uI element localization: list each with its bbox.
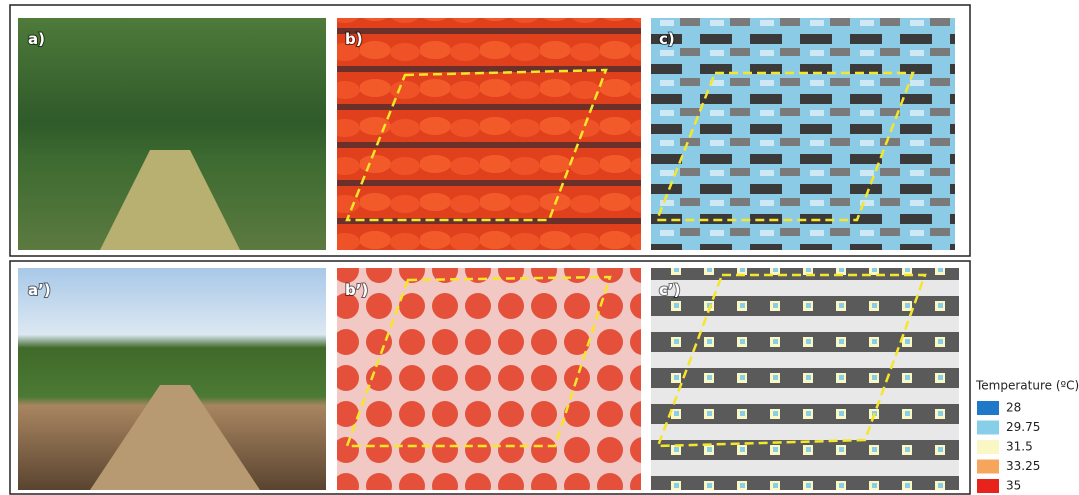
path xyxy=(90,385,260,490)
legend-swatch xyxy=(977,479,999,493)
legend-swatch xyxy=(977,440,999,454)
legend-swatch xyxy=(977,420,999,435)
top-frame xyxy=(9,4,971,257)
legend-label: 33.25 xyxy=(1006,459,1040,473)
legend: 28 29.75 31.5 33.25 35 xyxy=(977,401,1040,493)
legend-swatch xyxy=(977,459,999,474)
image-rgb xyxy=(337,268,641,490)
legend-title: Temperature (ºC) xyxy=(975,379,1079,393)
path xyxy=(100,150,240,250)
image-thermal xyxy=(651,268,959,490)
panel-label: b) xyxy=(345,30,363,48)
legend-label: 29.75 xyxy=(1006,420,1040,434)
panel-label: a) xyxy=(28,30,45,48)
roi xyxy=(345,275,612,448)
panel-label: c’) xyxy=(659,281,680,299)
legend-swatch xyxy=(977,401,999,415)
image-rgb xyxy=(337,18,641,250)
roi xyxy=(655,71,915,222)
roi xyxy=(345,68,608,222)
bottom-frame xyxy=(9,260,971,495)
panel-label: c) xyxy=(659,30,675,48)
legend-label: 28 xyxy=(1006,401,1021,415)
legend-label: 31.5 xyxy=(1006,440,1033,454)
legend-label: 35 xyxy=(1006,479,1021,493)
panel-label: a’) xyxy=(28,281,51,299)
panel-label: b’) xyxy=(345,281,368,299)
roi xyxy=(656,273,927,448)
image-thermal xyxy=(651,18,955,250)
